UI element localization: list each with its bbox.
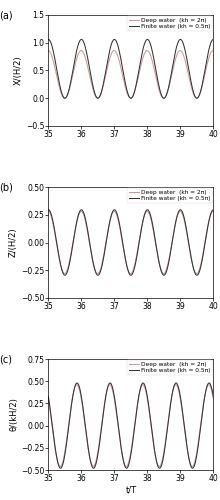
Deep water  (kh = 2π) — [207, 382, 210, 388]
Finite water (kh = 0.5π) — [207, 48, 210, 54]
Finite water (kh = 0.5π) — [127, 462, 130, 468]
Deep water  (kh = 2π) — [55, 455, 58, 461]
Line: Deep water  (kh = 2π): Deep water (kh = 2π) — [48, 50, 213, 98]
Finite water (kh = 0.5π) — [207, 48, 210, 54]
Finite water (kh = 0.5π) — [207, 380, 210, 386]
Deep water  (kh = 2π) — [207, 219, 210, 225]
Legend: Deep water  (kh = 2π), Finite water (kh = 0.5π): Deep water (kh = 2π), Finite water (kh =… — [127, 360, 212, 374]
Deep water  (kh = 2π) — [207, 56, 210, 62]
Finite water (kh = 0.5π) — [127, 92, 130, 98]
Finite water (kh = 0.5π) — [64, 95, 66, 101]
Deep water  (kh = 2π) — [212, 208, 215, 214]
Finite water (kh = 0.5π) — [123, 75, 126, 81]
Finite water (kh = 0.5π) — [177, 209, 180, 215]
Deep water  (kh = 2π) — [177, 386, 180, 392]
Finite water (kh = 0.5π) — [207, 220, 210, 226]
Deep water  (kh = 2π) — [179, 48, 182, 54]
Deep water  (kh = 2π) — [55, 242, 58, 248]
Finite water (kh = 0.5π) — [177, 38, 180, 44]
Deep water  (kh = 2π) — [207, 382, 210, 388]
Y-axis label: X/(H/2): X/(H/2) — [14, 56, 23, 86]
Deep water  (kh = 2π) — [123, 460, 126, 466]
Deep water  (kh = 2π) — [207, 382, 210, 388]
Finite water (kh = 0.5π) — [55, 240, 58, 246]
Finite water (kh = 0.5π) — [47, 36, 50, 43]
Legend: Deep water  (kh = 2π), Finite water (kh = 0.5π): Deep water (kh = 2π), Finite water (kh =… — [127, 188, 212, 202]
Finite water (kh = 0.5π) — [212, 394, 215, 400]
Line: Finite water (kh = 0.5π): Finite water (kh = 0.5π) — [48, 40, 213, 98]
Deep water  (kh = 2π) — [212, 396, 215, 402]
Line: Deep water  (kh = 2π): Deep water (kh = 2π) — [48, 385, 213, 466]
Deep water  (kh = 2π) — [212, 48, 215, 54]
Finite water (kh = 0.5π) — [47, 394, 50, 400]
Deep water  (kh = 2π) — [47, 208, 50, 214]
Deep water  (kh = 2π) — [177, 210, 180, 216]
Deep water  (kh = 2π) — [55, 74, 58, 80]
Finite water (kh = 0.5π) — [92, 465, 95, 471]
Text: (a): (a) — [0, 10, 13, 20]
Deep water  (kh = 2π) — [47, 48, 50, 54]
Line: Finite water (kh = 0.5π): Finite water (kh = 0.5π) — [48, 383, 213, 468]
Line: Deep water  (kh = 2π): Deep water (kh = 2π) — [48, 212, 213, 274]
Deep water  (kh = 2π) — [127, 94, 130, 100]
Deep water  (kh = 2π) — [127, 268, 130, 274]
Y-axis label: Z/(H/2): Z/(H/2) — [9, 228, 18, 258]
X-axis label: t/T: t/T — [125, 486, 136, 495]
Deep water  (kh = 2π) — [207, 56, 210, 62]
Deep water  (kh = 2π) — [207, 218, 210, 224]
Finite water (kh = 0.5π) — [55, 455, 58, 461]
Y-axis label: θ/(kH/2): θ/(kH/2) — [9, 398, 18, 432]
Finite water (kh = 0.5π) — [64, 272, 66, 278]
Finite water (kh = 0.5π) — [212, 36, 215, 43]
Deep water  (kh = 2π) — [179, 208, 182, 214]
Finite water (kh = 0.5π) — [177, 384, 180, 390]
Deep water  (kh = 2π) — [177, 49, 180, 55]
Text: (b): (b) — [0, 182, 13, 192]
Deep water  (kh = 2π) — [123, 80, 126, 86]
Line: Finite water (kh = 0.5π): Finite water (kh = 0.5π) — [48, 210, 213, 275]
Deep water  (kh = 2π) — [195, 95, 198, 101]
Finite water (kh = 0.5π) — [123, 462, 126, 468]
Deep water  (kh = 2π) — [59, 464, 62, 469]
Deep water  (kh = 2π) — [47, 396, 50, 402]
Deep water  (kh = 2π) — [195, 270, 198, 276]
Finite water (kh = 0.5π) — [47, 207, 50, 213]
Finite water (kh = 0.5π) — [212, 207, 215, 213]
Deep water  (kh = 2π) — [127, 459, 130, 465]
Text: (c): (c) — [0, 354, 12, 364]
Finite water (kh = 0.5π) — [123, 250, 126, 256]
Legend: Deep water  (kh = 2π), Finite water (kh = 0.5π): Deep water (kh = 2π), Finite water (kh =… — [127, 16, 212, 30]
Deep water  (kh = 2π) — [123, 250, 126, 256]
Finite water (kh = 0.5π) — [207, 219, 210, 225]
Finite water (kh = 0.5π) — [127, 270, 130, 276]
Finite water (kh = 0.5π) — [76, 380, 78, 386]
Finite water (kh = 0.5π) — [55, 66, 58, 72]
Finite water (kh = 0.5π) — [207, 380, 210, 386]
